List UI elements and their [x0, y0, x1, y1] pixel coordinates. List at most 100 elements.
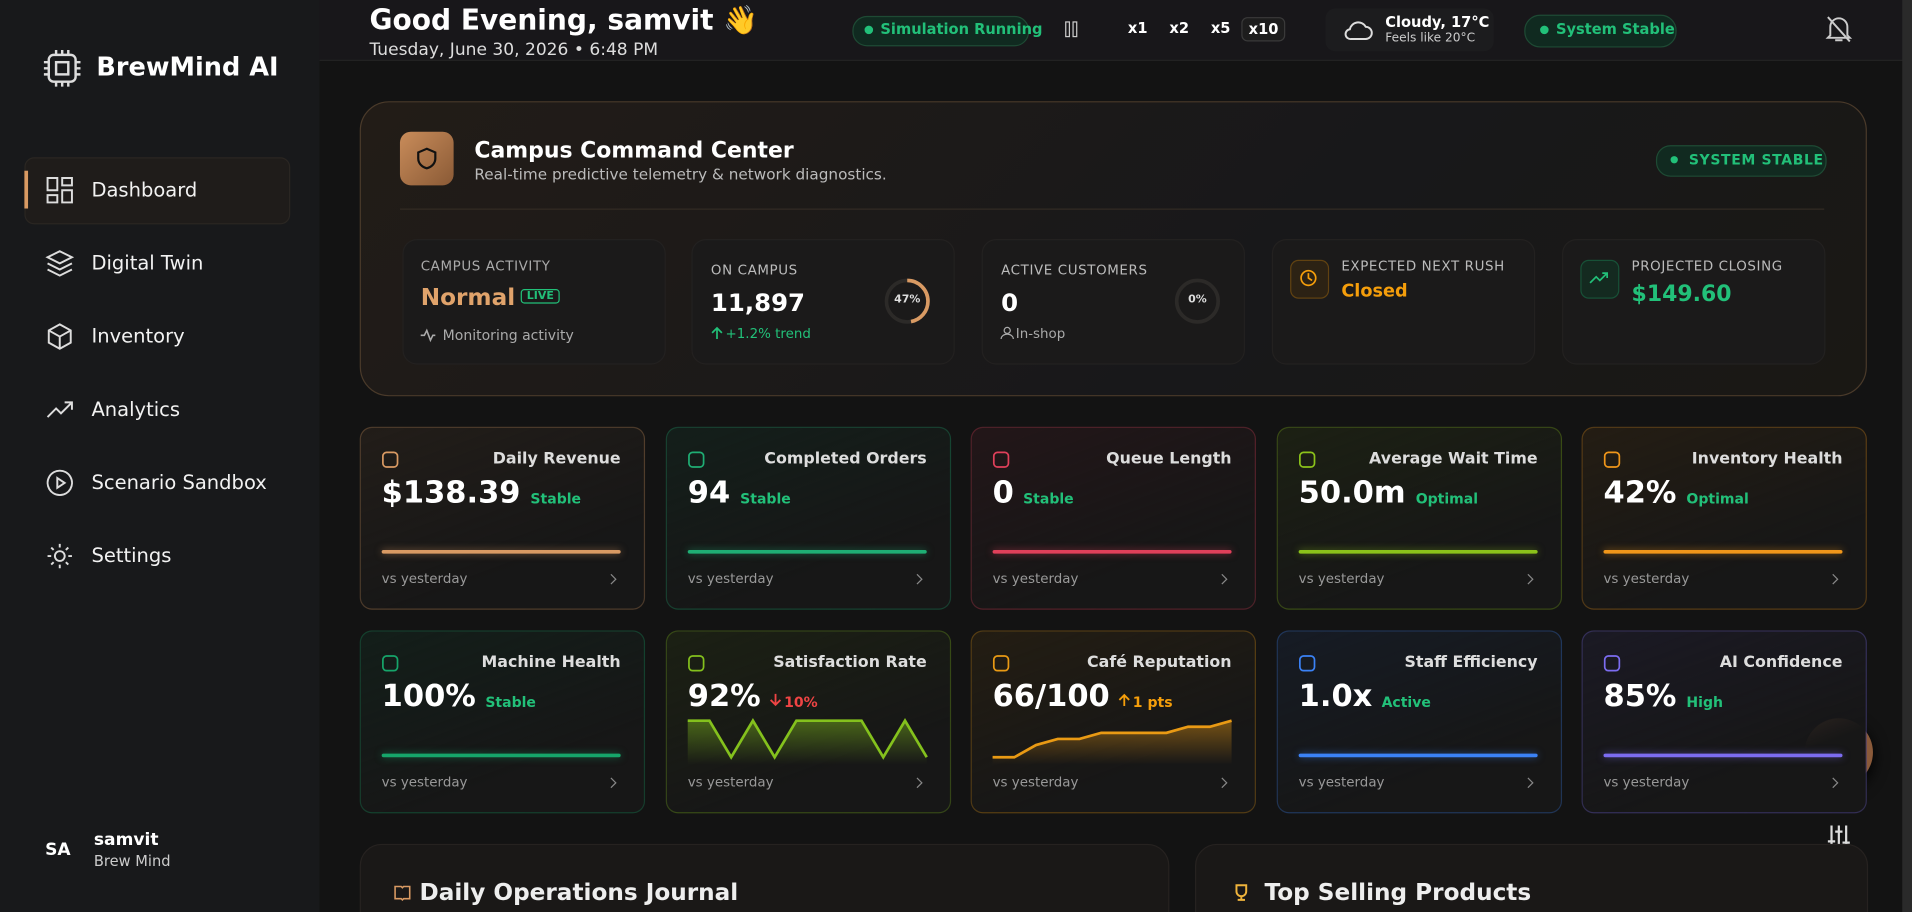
nav-item[interactable]: Scenario Sandbox — [91, 470, 267, 494]
sparkline — [992, 719, 1232, 765]
kpi-title: Daily Revenue — [492, 449, 621, 469]
user-name: samvit — [93, 830, 159, 850]
kpi-line — [992, 549, 1232, 554]
speed-button[interactable]: x1 — [1127, 19, 1148, 37]
kpi-icon — [992, 451, 1010, 468]
kpi-card[interactable] — [1581, 426, 1867, 610]
shield-icon — [417, 147, 437, 170]
nav-item[interactable]: Inventory — [91, 324, 185, 348]
stat-icon-box — [1580, 259, 1620, 299]
kpi-status: Optimal — [1415, 490, 1479, 508]
kpi-line — [1603, 753, 1843, 758]
kpi-footer: vs yesterday — [992, 774, 1079, 791]
kpi-footer: vs yesterday — [687, 774, 774, 791]
kpi-status: Active — [1381, 693, 1431, 711]
kpi-title: Machine Health — [481, 653, 621, 672]
kpi-status: Optimal — [1686, 490, 1749, 508]
kpi-value: 66/100 — [992, 677, 1110, 714]
stat-label: CAMPUS ACTIVITY — [420, 258, 551, 275]
kpi-line — [1603, 549, 1843, 554]
kpi-footer: vs yesterday — [992, 570, 1079, 587]
kpi-icon — [688, 451, 705, 468]
kpi-title: AI Confidence — [1719, 653, 1843, 672]
nav-icon — [46, 401, 73, 418]
kpi-icon — [1299, 655, 1316, 672]
nav-item[interactable]: Dashboard — [91, 178, 198, 202]
trend-arrow — [1118, 693, 1130, 707]
stat-value: $149.60 — [1631, 281, 1732, 308]
nav-icon — [45, 250, 75, 277]
chevron — [610, 573, 617, 585]
kpi-value: 100% — [381, 677, 476, 714]
bell-button[interactable] — [1825, 15, 1853, 44]
note-icon — [711, 326, 723, 339]
kpi-status: High — [1686, 693, 1723, 711]
status-dot — [864, 25, 874, 35]
kpi-value: 94 — [687, 474, 731, 510]
gauge — [1174, 278, 1220, 324]
kpi-value: 50.0m — [1298, 474, 1406, 510]
note-icon — [1000, 326, 1014, 340]
stat-note: In-shop — [1015, 325, 1066, 342]
speed-button[interactable]: x5 — [1210, 19, 1231, 37]
pulse-icon — [420, 328, 436, 343]
shield-box — [399, 131, 454, 186]
kpi-status: Stable — [530, 490, 582, 508]
sparkline — [687, 718, 928, 765]
kpi-title: Average Wait Time — [1369, 449, 1538, 469]
speed-button[interactable]: x10 — [1241, 17, 1286, 42]
cloud-icon — [1344, 21, 1373, 40]
stat-card — [981, 239, 1245, 365]
kpi-footer: vs yesterday — [687, 570, 774, 587]
kpi-title: Inventory Health — [1691, 449, 1843, 469]
kpi-footer: vs yesterday — [1298, 570, 1385, 587]
weather-box — [1325, 8, 1494, 52]
kpi-card[interactable] — [359, 426, 646, 610]
kpi-status: 10% — [784, 693, 818, 711]
kpi-status: 1 pts — [1132, 693, 1173, 711]
stat-value: Normal — [420, 284, 516, 311]
status-dot — [1670, 156, 1678, 164]
brand: BrewMind AI — [96, 52, 279, 82]
gauge-label: 47% — [894, 293, 921, 307]
chevron — [610, 777, 617, 789]
kpi-icon — [992, 655, 1010, 672]
nav-item[interactable]: Digital Twin — [91, 251, 204, 275]
kpi-card[interactable] — [1276, 630, 1563, 814]
kpi-card[interactable] — [970, 426, 1256, 610]
scrollbar — [1902, 0, 1912, 912]
chevron — [1527, 777, 1534, 789]
simulation-pill[interactable] — [852, 15, 1030, 47]
stat-value: 0 — [1001, 287, 1019, 318]
trend-arrow — [770, 693, 782, 707]
kpi-status: Stable — [740, 490, 791, 508]
status-pill — [1524, 14, 1677, 48]
pause-button[interactable] — [1065, 21, 1080, 38]
sparkline-line — [687, 718, 928, 760]
kpi-value: 0 — [992, 474, 1014, 510]
cc-title: Campus Command Center — [474, 137, 794, 164]
kpi-icon — [688, 655, 705, 672]
settings-button[interactable] — [1827, 824, 1851, 851]
section-icon — [394, 885, 411, 902]
kpi-card[interactable] — [1276, 426, 1563, 610]
nav-item[interactable]: Analytics — [91, 397, 181, 421]
sparkline-line — [992, 719, 1232, 759]
chevron — [1221, 777, 1228, 789]
stat-note: Monitoring activity — [442, 326, 574, 344]
user-initials: SA — [45, 840, 71, 860]
kpi-footer: vs yesterday — [1603, 570, 1690, 587]
kpi-card[interactable] — [359, 630, 646, 814]
kpi-line — [687, 549, 927, 554]
kpi-title: Completed Orders — [764, 449, 927, 469]
kpi-card[interactable] — [665, 426, 952, 610]
sidebar — [0, 0, 320, 912]
kpi-card[interactable] — [1581, 630, 1867, 814]
gauge-arc — [884, 278, 930, 324]
kpi-value: 1.0x — [1298, 677, 1373, 714]
kpi-footer: vs yesterday — [381, 774, 468, 791]
kpi-card[interactable] — [970, 630, 1256, 814]
nav-item[interactable]: Settings — [91, 543, 172, 568]
stat-label: ACTIVE CUSTOMERS — [1001, 262, 1148, 279]
speed-button[interactable]: x2 — [1169, 19, 1190, 37]
